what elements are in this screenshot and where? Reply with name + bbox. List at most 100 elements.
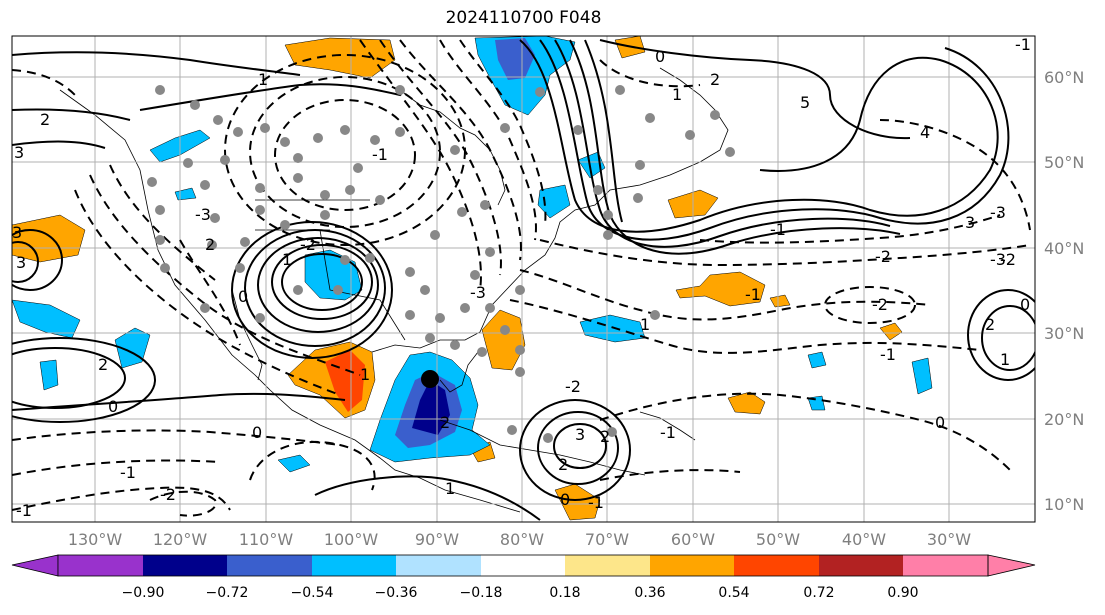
colorbar-bin (650, 555, 734, 576)
colorbar-bin (58, 555, 143, 576)
svg-text:90°W: 90°W (415, 530, 459, 549)
svg-text:1: 1 (445, 479, 455, 498)
svg-text:0: 0 (560, 490, 570, 509)
svg-text:2: 2 (440, 413, 450, 432)
svg-text:60°N: 60°N (1044, 68, 1084, 87)
svg-text:70°W: 70°W (585, 530, 629, 549)
svg-text:-1: -1 (372, 145, 388, 164)
svg-text:0: 0 (935, 413, 945, 432)
colorbar-bin (396, 555, 481, 576)
svg-text:100°W: 100°W (324, 530, 379, 549)
svg-text:3: 3 (965, 213, 975, 232)
svg-text:-1: -1 (120, 463, 136, 482)
svg-text:5: 5 (800, 93, 810, 112)
svg-text:3: 3 (14, 143, 24, 162)
svg-text:3: 3 (16, 253, 26, 272)
svg-text:50°W: 50°W (756, 530, 800, 549)
colorbar-tick-labels: −0.90 −0.72 −0.54 −0.36 −0.18 0.18 0.36 … (122, 585, 919, 601)
solid-contours (12, 39, 1035, 521)
svg-text:-1: -1 (660, 423, 676, 442)
graticule (12, 36, 1035, 522)
svg-text:-2: -2 (875, 247, 891, 266)
svg-text:2: 2 (205, 235, 215, 254)
colorbar-bin (143, 555, 227, 576)
colorbar-bin (819, 555, 903, 576)
svg-text:30°W: 30°W (927, 530, 971, 549)
svg-text:0.72: 0.72 (803, 585, 834, 601)
svg-text:3: 3 (12, 223, 22, 242)
svg-text:−0.54: −0.54 (291, 585, 334, 601)
svg-text:1: 1 (672, 85, 682, 104)
svg-text:110°W: 110°W (239, 530, 294, 549)
svg-text:2: 2 (98, 355, 108, 374)
svg-text:-1: -1 (880, 345, 896, 364)
svg-text:2: 2 (985, 315, 995, 334)
svg-text:-1: -1 (1015, 35, 1031, 54)
svg-text:−0.72: −0.72 (206, 585, 249, 601)
svg-text:0: 0 (252, 423, 262, 442)
svg-text:−0.18: −0.18 (460, 585, 503, 601)
svg-text:-1: -1 (588, 493, 604, 512)
svg-text:-2: -2 (300, 235, 316, 254)
svg-text:40°W: 40°W (842, 530, 886, 549)
svg-text:2: 2 (600, 427, 610, 446)
station-dots (147, 85, 735, 443)
svg-text:0.18: 0.18 (549, 585, 580, 601)
svg-text:10°N: 10°N (1044, 495, 1084, 514)
colorbar-extend-high (987, 554, 1036, 577)
colorbar-extend-low (11, 554, 59, 577)
colorbar-bin (312, 555, 396, 576)
svg-text:0.36: 0.36 (634, 585, 665, 601)
svg-text:-2: -2 (1000, 250, 1016, 269)
svg-text:0.90: 0.90 (887, 585, 918, 601)
colorbar-bin (565, 555, 650, 576)
contour-labels: -1 0 2 3 -2 -3 2 0 -1 -2 -1 0 1 2 -3 -2 … (12, 35, 1031, 520)
svg-text:4: 4 (920, 123, 930, 142)
map-frame (11, 35, 1036, 523)
map-content: -1 0 2 3 -2 -3 2 0 -1 -2 -1 0 1 2 -3 -2 … (12, 35, 1035, 522)
svg-text:80°W: 80°W (500, 530, 544, 549)
colorbar-bin (227, 555, 312, 576)
svg-text:0: 0 (108, 397, 118, 416)
svg-text:−0.36: −0.36 (375, 585, 418, 601)
dashed-contours (12, 39, 1031, 517)
svg-text:0.54: 0.54 (718, 585, 749, 601)
svg-text:3: 3 (575, 425, 585, 444)
svg-text:1: 1 (640, 315, 650, 334)
latitude-labels: 60°N 50°N 40°N 30°N 20°N 10°N (1044, 68, 1084, 514)
svg-text:40°N: 40°N (1044, 239, 1084, 258)
svg-text:-2: -2 (872, 295, 888, 314)
colorbar-bin (903, 555, 988, 576)
colorbar-bin (734, 555, 819, 576)
svg-text:-3: -3 (195, 205, 211, 224)
svg-text:−0.90: −0.90 (122, 585, 165, 601)
svg-text:-1: -1 (745, 285, 761, 304)
svg-text:130°W: 130°W (68, 530, 123, 549)
svg-text:-3: -3 (990, 203, 1006, 222)
colorbar: −0.90 −0.72 −0.54 −0.36 −0.18 0.18 0.36 … (11, 554, 1036, 601)
svg-text:0: 0 (238, 287, 248, 306)
colorbar-frame (57, 554, 989, 577)
svg-text:20°N: 20°N (1044, 410, 1084, 429)
svg-text:1: 1 (360, 365, 370, 384)
svg-text:50°N: 50°N (1044, 153, 1084, 172)
colorbar-bin (481, 555, 565, 576)
svg-text:1: 1 (258, 70, 268, 89)
svg-text:-3: -3 (470, 283, 486, 302)
anomaly-fills (12, 36, 933, 521)
svg-text:0: 0 (655, 47, 665, 66)
svg-text:30°N: 30°N (1044, 324, 1084, 343)
svg-text:-1: -1 (16, 501, 32, 520)
svg-text:0: 0 (1020, 295, 1030, 314)
svg-text:-2: -2 (160, 485, 176, 504)
svg-text:-3: -3 (990, 250, 1006, 269)
svg-text:-1: -1 (770, 220, 786, 239)
svg-text:1: 1 (282, 250, 292, 269)
svg-text:-2: -2 (565, 377, 581, 396)
storm-center-marker (421, 370, 439, 388)
svg-text:60°W: 60°W (671, 530, 715, 549)
map-title: 2024110700 F048 (445, 8, 602, 28)
svg-text:2: 2 (710, 70, 720, 89)
svg-text:1: 1 (1000, 350, 1010, 369)
